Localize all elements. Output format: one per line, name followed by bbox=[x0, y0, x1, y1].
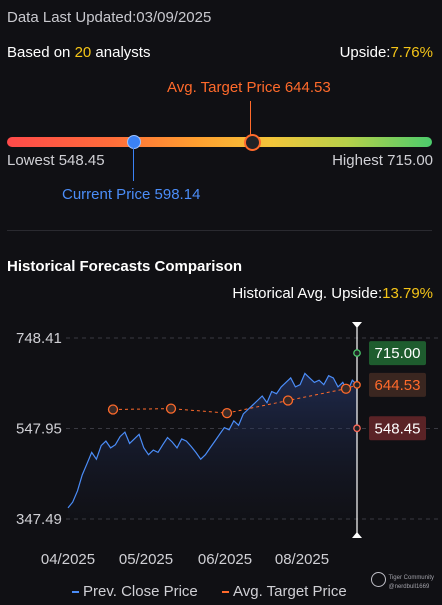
highest-price-label: Highest 715.00 bbox=[332, 152, 433, 169]
end-point-marker bbox=[353, 424, 361, 433]
current-price-connector bbox=[133, 147, 134, 181]
end-price-badge bbox=[369, 341, 426, 366]
analyst-count-text: Based on 20 analysts bbox=[7, 44, 151, 61]
end-price-label: 548.45 bbox=[375, 420, 421, 437]
legend-avg-target[interactable]: Avg. Target Price bbox=[222, 583, 347, 600]
avg-target-point[interactable] bbox=[340, 383, 352, 394]
avg-target-label: Avg. Target Price 644.53 bbox=[167, 79, 331, 96]
prev-close-line bbox=[67, 372, 358, 509]
current-price-marker[interactable] bbox=[127, 135, 141, 149]
upside-text: Upside:7.76% bbox=[339, 44, 433, 61]
legend-avg-target-swatch bbox=[222, 591, 229, 594]
section-divider bbox=[7, 230, 432, 231]
legend-prev-close[interactable]: Prev. Close Price bbox=[72, 583, 198, 600]
avg-target-point[interactable] bbox=[221, 407, 233, 419]
avg-target-connector bbox=[250, 101, 251, 139]
crosshair-bottom-handle-icon[interactable] bbox=[352, 532, 362, 538]
historical-forecasts-title: Historical Forecasts Comparison bbox=[7, 258, 243, 275]
y-tick-label: 748.41 bbox=[16, 330, 62, 347]
tiger-logo-icon bbox=[371, 572, 386, 587]
historical-avg-upside-value: 13.79% bbox=[382, 285, 433, 302]
end-price-label: 715.00 bbox=[375, 345, 421, 362]
prev-close-area bbox=[68, 373, 357, 519]
end-point-marker bbox=[353, 381, 361, 389]
end-point-marker bbox=[353, 349, 361, 357]
current-price-label: Current Price 598.14 bbox=[62, 186, 201, 203]
avg-target-point[interactable] bbox=[107, 404, 119, 415]
y-tick-label: 547.95 bbox=[16, 421, 62, 438]
legend-prev-close-swatch bbox=[72, 591, 79, 594]
price-range-bar bbox=[7, 137, 432, 147]
x-tick-label: 04/2025 bbox=[41, 551, 95, 568]
crosshair-top-handle-icon[interactable] bbox=[352, 322, 362, 328]
end-price-badge bbox=[369, 416, 426, 441]
upside-value: 7.76% bbox=[390, 44, 433, 61]
historical-forecast-chart[interactable]: 715.00 644.53 548.45 748.41 547.95 347.49 04/… bbox=[0, 318, 442, 576]
historical-avg-upside: Historical Avg. Upside:13.79% bbox=[232, 285, 433, 302]
watermark: Tiger Community @nerdbull1669 bbox=[388, 575, 434, 590]
avg-target-marker[interactable] bbox=[244, 134, 261, 151]
end-price-badge bbox=[369, 372, 426, 397]
avg-target-point[interactable] bbox=[165, 403, 177, 414]
lowest-price-label: Lowest 548.45 bbox=[7, 152, 105, 169]
x-tick-label: 08/2025 bbox=[275, 551, 329, 568]
x-tick-label: 06/2025 bbox=[198, 551, 252, 568]
analyst-count: 20 bbox=[74, 44, 92, 61]
data-updated-text: Data Last Updated:03/09/2025 bbox=[7, 9, 212, 26]
x-tick-label: 05/2025 bbox=[119, 551, 173, 568]
y-tick-label: 347.49 bbox=[16, 511, 62, 528]
end-price-label: 644.53 bbox=[375, 377, 421, 394]
avg-target-line bbox=[112, 384, 358, 414]
avg-target-point[interactable] bbox=[282, 395, 294, 406]
